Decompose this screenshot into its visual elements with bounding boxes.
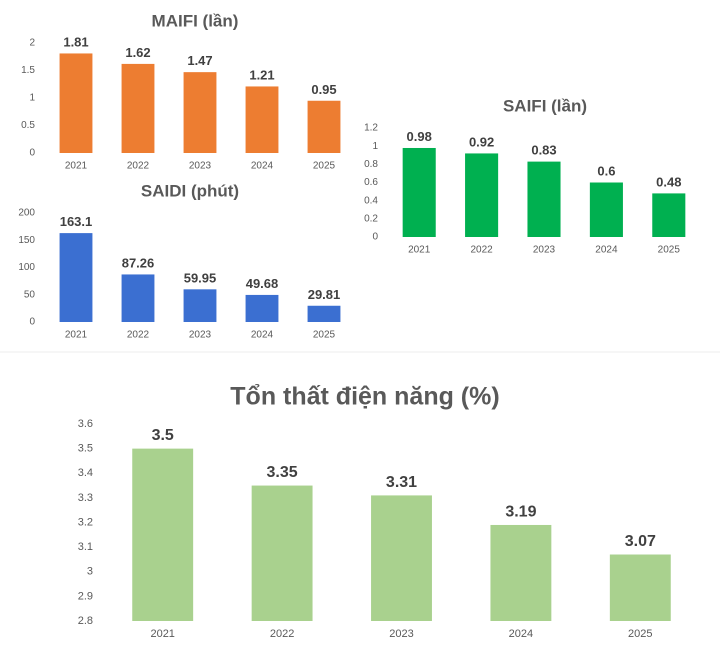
bar [121, 274, 155, 322]
value-label: 0.92 [469, 134, 494, 149]
bar [183, 289, 217, 322]
value-label: 1.62 [125, 45, 150, 60]
x-tick-label: 2023 [189, 161, 212, 172]
y-tick-label: 2.9 [78, 590, 93, 602]
x-tick-label: 2021 [65, 330, 88, 341]
value-label: 49.68 [246, 276, 279, 291]
chart-title: MAIFI (lần) [152, 11, 239, 30]
x-tick-label: 2021 [150, 628, 174, 640]
value-label: 59.95 [184, 270, 217, 285]
bar [371, 495, 432, 621]
y-tick-label: 0 [29, 148, 35, 159]
y-tick-label: 3.1 [78, 541, 93, 553]
x-tick-label: 2022 [127, 161, 150, 172]
y-tick-label: 0.8 [364, 159, 378, 170]
y-tick-label: 3.5 [78, 443, 93, 455]
value-label: 3.35 [267, 464, 298, 481]
y-tick-label: 0.4 [364, 195, 378, 206]
y-tick-label: 1.5 [21, 65, 35, 76]
y-tick-label: 3.2 [78, 516, 93, 528]
x-tick-label: 2024 [595, 245, 618, 256]
bar [132, 448, 194, 621]
bar [589, 182, 623, 237]
y-tick-label: 3 [87, 566, 93, 578]
x-tick-label: 2025 [658, 245, 681, 256]
bar [402, 147, 436, 237]
bar [609, 554, 671, 621]
y-tick-label: 200 [18, 208, 35, 219]
y-tick-label: 50 [24, 289, 36, 300]
x-tick-label: 2022 [127, 330, 150, 341]
bar [59, 53, 93, 154]
x-tick-label: 2024 [509, 628, 533, 640]
y-tick-label: 2.8 [78, 615, 93, 627]
y-tick-label: 150 [18, 235, 35, 246]
x-tick-label: 2024 [251, 161, 274, 172]
chart-title: SAIFI (lần) [503, 96, 587, 115]
value-label: 0.48 [656, 174, 681, 189]
value-label: 1.21 [249, 67, 274, 82]
value-label: 0.95 [311, 82, 336, 97]
bar [307, 305, 341, 322]
bar [59, 233, 93, 322]
value-label: 3.31 [386, 474, 417, 491]
y-tick-label: 0.6 [364, 177, 378, 188]
x-tick-label: 2023 [389, 628, 413, 640]
chart-title: SAIDI (phút) [141, 181, 239, 200]
value-label: 1.81 [63, 34, 88, 49]
y-tick-label: 100 [18, 262, 35, 273]
y-tick-label: 2 [29, 38, 35, 49]
x-tick-label: 2023 [533, 245, 556, 256]
bar [245, 86, 279, 153]
value-label: 29.81 [308, 287, 341, 302]
x-tick-label: 2021 [408, 245, 431, 256]
x-tick-label: 2023 [189, 330, 212, 341]
y-tick-label: 3.6 [78, 418, 93, 430]
y-tick-label: 3.4 [78, 467, 93, 479]
bar [121, 63, 155, 153]
value-label: 163.1 [60, 214, 93, 229]
bar [465, 153, 499, 237]
y-tick-label: 1.2 [364, 123, 378, 134]
value-label: 0.98 [407, 129, 432, 144]
chart-title: Tổn thất điện năng (%) [230, 383, 499, 411]
y-tick-label: 0 [372, 232, 378, 243]
x-tick-label: 2025 [313, 161, 336, 172]
bar [183, 72, 217, 153]
x-tick-label: 2024 [251, 330, 274, 341]
x-tick-label: 2025 [628, 628, 652, 640]
bar [245, 294, 279, 322]
y-tick-label: 0.2 [364, 213, 378, 224]
bar [527, 161, 561, 237]
value-label: 3.07 [625, 533, 656, 550]
bar [490, 524, 552, 621]
value-label: 1.47 [187, 53, 212, 68]
y-tick-label: 1 [29, 93, 35, 104]
bar [251, 485, 313, 621]
bar [652, 193, 686, 237]
x-tick-label: 2022 [470, 245, 493, 256]
value-label: 87.26 [122, 255, 155, 270]
y-tick-label: 0 [29, 317, 35, 328]
y-tick-label: 0.5 [21, 120, 35, 131]
x-tick-label: 2025 [313, 330, 336, 341]
bar [307, 100, 341, 153]
y-tick-label: 3.3 [78, 492, 93, 504]
value-label: 3.19 [505, 503, 536, 520]
value-label: 0.6 [597, 164, 615, 179]
x-tick-label: 2022 [270, 628, 294, 640]
value-label: 3.5 [152, 427, 174, 444]
x-tick-label: 2021 [65, 161, 88, 172]
value-label: 0.83 [531, 143, 556, 158]
y-tick-label: 1 [372, 141, 378, 152]
